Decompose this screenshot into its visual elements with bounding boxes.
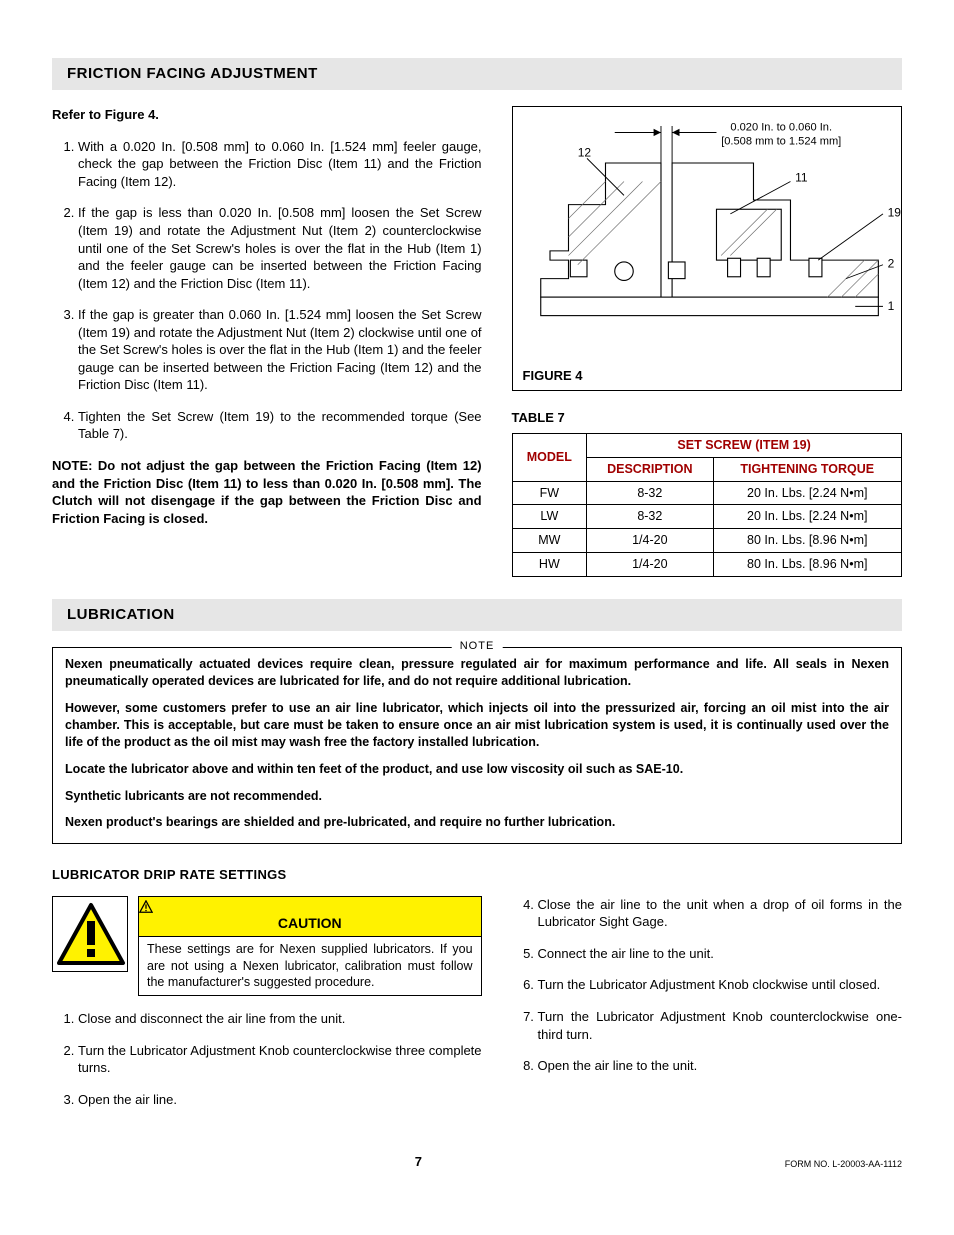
table-row: HW 1/4-20 80 In. Lbs. [8.96 N•m] xyxy=(512,553,901,577)
form-number: FORM NO. L-20003-AA-1112 xyxy=(785,1158,902,1170)
friction-right-col: 0.020 In. to 0.060 In. [0.508 mm to 1.52… xyxy=(512,106,902,577)
note-para: Nexen pneumatically actuated devices req… xyxy=(65,656,889,690)
driprate-step: Close and disconnect the air line from t… xyxy=(78,1010,482,1028)
driprate-step: Open the air line to the unit. xyxy=(538,1057,902,1075)
driprate-step: Close the air line to the unit when a dr… xyxy=(538,896,902,931)
driprate-step: Turn the Lubricator Adjustment Knob coun… xyxy=(78,1042,482,1077)
fig-label-11: 11 xyxy=(795,171,808,185)
fig-label-2: 2 xyxy=(887,257,894,271)
friction-step: Tighten the Set Screw (Item 19) to the r… xyxy=(78,408,482,443)
cell-torque: 20 In. Lbs. [2.24 N•m] xyxy=(713,505,901,529)
cell-desc: 8-32 xyxy=(587,505,713,529)
note-para: Nexen product's bearings are shielded an… xyxy=(65,814,889,831)
caution-row: CAUTION These settings are for Nexen sup… xyxy=(52,896,482,997)
driprate-step: Connect the air line to the unit. xyxy=(538,945,902,963)
cell-torque: 20 In. Lbs. [2.24 N•m] xyxy=(713,481,901,505)
cell-torque: 80 In. Lbs. [8.96 N•m] xyxy=(713,553,901,577)
friction-step: If the gap is greater than 0.060 In. [1.… xyxy=(78,306,482,394)
note-para: Synthetic lubricants are not recommended… xyxy=(65,788,889,805)
friction-note: NOTE: Do not adjust the gap between the … xyxy=(52,457,482,527)
cell-model: MW xyxy=(512,529,587,553)
section-header-lubrication: LUBRICATION xyxy=(52,599,902,631)
lubrication-note-box: NOTE Nexen pneumatically actuated device… xyxy=(52,647,902,844)
cell-model: FW xyxy=(512,481,587,505)
driprate-step: Open the air line. xyxy=(78,1091,482,1109)
figure-4-box: 0.020 In. to 0.060 In. [0.508 mm to 1.52… xyxy=(512,106,902,391)
note-label: NOTE xyxy=(452,639,503,654)
note-para: Locate the lubricator above and within t… xyxy=(65,761,889,778)
friction-step: If the gap is less than 0.020 In. [0.508… xyxy=(78,204,482,292)
th-desc: DESCRIPTION xyxy=(587,457,713,481)
table-row: FW 8-32 20 In. Lbs. [2.24 N•m] xyxy=(512,481,901,505)
driprate-step: Turn the Lubricator Adjustment Knob cloc… xyxy=(538,976,902,994)
fig-label-1: 1 xyxy=(887,299,894,313)
driprate-right: Close the air line to the unit when a dr… xyxy=(512,896,902,1089)
figure-caption: FIGURE 4 xyxy=(523,367,583,385)
table-row: LW 8-32 20 In. Lbs. [2.24 N•m] xyxy=(512,505,901,529)
cell-torque: 80 In. Lbs. [8.96 N•m] xyxy=(713,529,901,553)
dim-line1: 0.020 In. to 0.060 In. xyxy=(730,122,832,134)
table-7: MODEL SET SCREW (ITEM 19) DESCRIPTION TI… xyxy=(512,433,902,577)
friction-left-col: Refer to Figure 4. With a 0.020 In. [0.5… xyxy=(52,106,482,527)
dim-line2: [0.508 mm to 1.524 mm] xyxy=(721,136,841,148)
fig-label-12: 12 xyxy=(577,146,591,160)
cell-model: LW xyxy=(512,505,587,529)
th-model: MODEL xyxy=(512,433,587,481)
table-row: MW 1/4-20 80 In. Lbs. [8.96 N•m] xyxy=(512,529,901,553)
fig-label-19: 19 xyxy=(887,206,901,220)
refer-text: Refer to Figure 4. xyxy=(52,106,482,124)
cell-desc: 8-32 xyxy=(587,481,713,505)
figure-4-svg: 0.020 In. to 0.060 In. [0.508 mm to 1.52… xyxy=(513,107,901,367)
note-para: However, some customers prefer to use an… xyxy=(65,700,889,751)
th-torque: TIGHTENING TORQUE xyxy=(713,457,901,481)
drip-rate-subhead: LUBRICATOR DRIP RATE SETTINGS xyxy=(52,866,902,884)
caution-label: CAUTION xyxy=(278,915,342,931)
th-setscrew: SET SCREW (ITEM 19) xyxy=(587,433,902,457)
friction-two-col: Refer to Figure 4. With a 0.020 In. [0.5… xyxy=(52,106,902,577)
friction-step: With a 0.020 In. [0.508 mm] to 0.060 In.… xyxy=(78,138,482,191)
driprate-steps-left: Close and disconnect the air line from t… xyxy=(52,1010,482,1108)
driprate-steps-right: Close the air line to the unit when a dr… xyxy=(512,896,902,1075)
friction-steps: With a 0.020 In. [0.508 mm] to 0.060 In.… xyxy=(52,138,482,443)
table-7-title: TABLE 7 xyxy=(512,409,902,427)
page-number: 7 xyxy=(415,1153,422,1171)
section-header-friction: FRICTION FACING ADJUSTMENT xyxy=(52,58,902,90)
cell-desc: 1/4-20 xyxy=(587,553,713,577)
driprate-two-col: CAUTION These settings are for Nexen sup… xyxy=(52,896,902,1123)
caution-text: These settings are for Nexen supplied lu… xyxy=(139,937,481,996)
caution-triangle-icon xyxy=(52,896,128,972)
page-footer: 7 FORM NO. L-20003-AA-1112 xyxy=(52,1153,902,1171)
cell-model: HW xyxy=(512,553,587,577)
cell-desc: 1/4-20 xyxy=(587,529,713,553)
caution-head: CAUTION xyxy=(139,897,481,937)
caution-body: CAUTION These settings are for Nexen sup… xyxy=(138,896,482,997)
driprate-step: Turn the Lubricator Adjustment Knob coun… xyxy=(538,1008,902,1043)
driprate-left: CAUTION These settings are for Nexen sup… xyxy=(52,896,482,1123)
